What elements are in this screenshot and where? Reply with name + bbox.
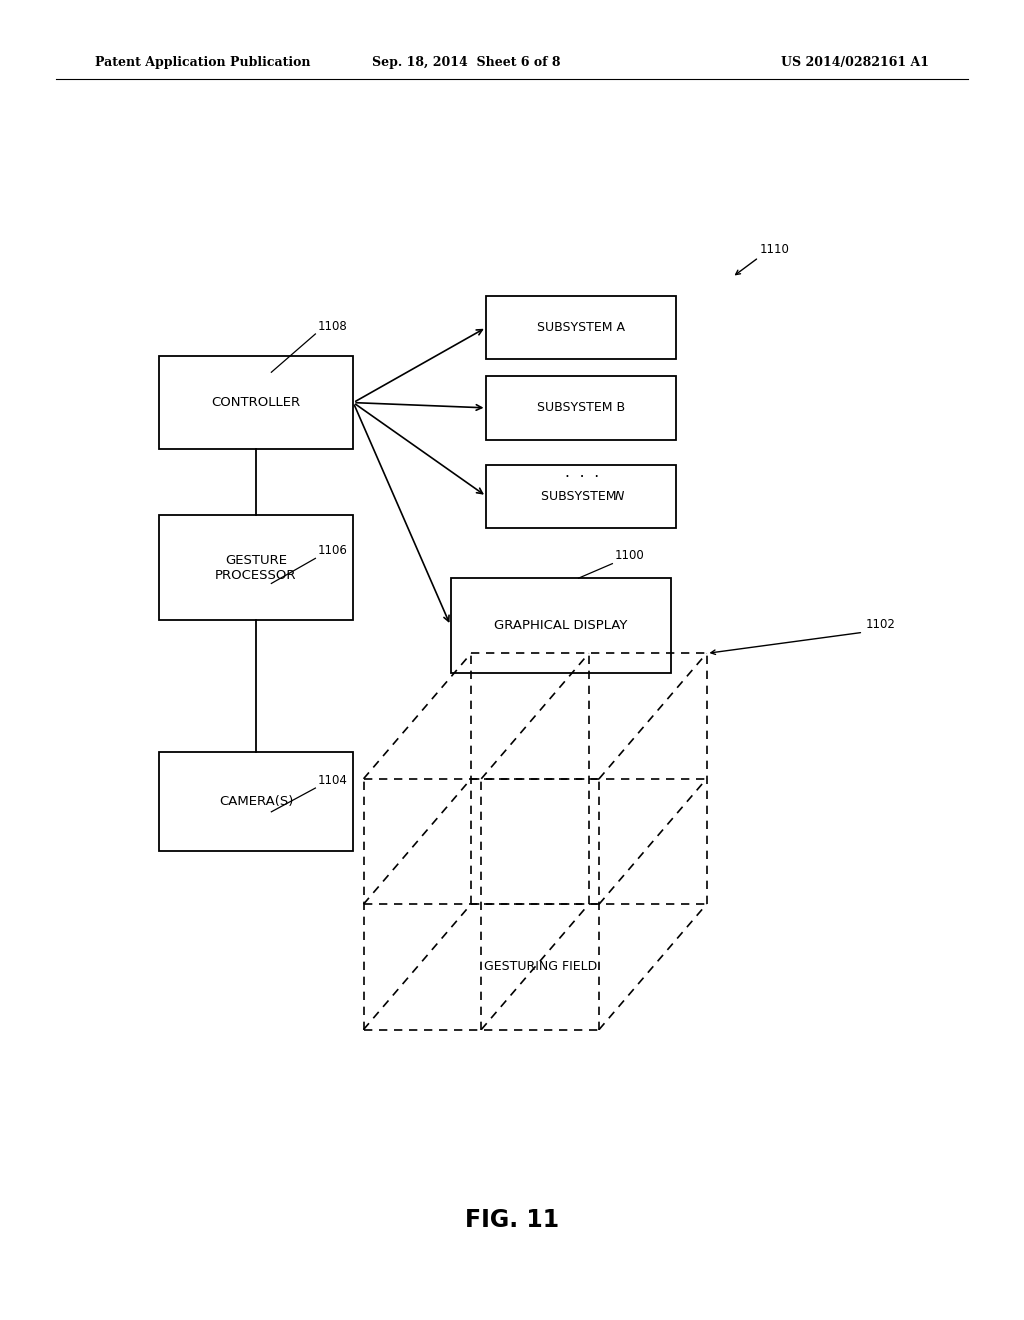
- Bar: [159, 356, 353, 449]
- Bar: [159, 515, 353, 620]
- Text: SUBSYSTEM: SUBSYSTEM: [542, 490, 621, 503]
- Bar: [159, 752, 353, 851]
- Text: CAMERA(S): CAMERA(S): [219, 796, 293, 808]
- Text: CONTROLLER: CONTROLLER: [211, 396, 301, 409]
- Text: SUBSYSTEM B: SUBSYSTEM B: [537, 401, 626, 414]
- Text: 1102: 1102: [865, 618, 895, 631]
- Text: GESTURE
PROCESSOR: GESTURE PROCESSOR: [215, 553, 297, 582]
- Text: FIG. 11: FIG. 11: [465, 1208, 559, 1232]
- Text: 1104: 1104: [317, 774, 347, 787]
- Bar: [486, 376, 676, 440]
- Bar: [451, 578, 671, 673]
- Text: GRAPHICAL DISPLAY: GRAPHICAL DISPLAY: [494, 619, 628, 632]
- Text: 1108: 1108: [317, 319, 347, 333]
- Text: 1110: 1110: [760, 243, 790, 256]
- Text: US 2014/0282161 A1: US 2014/0282161 A1: [780, 55, 929, 69]
- Bar: [486, 296, 676, 359]
- Text: 1106: 1106: [317, 544, 347, 557]
- Text: Sep. 18, 2014  Sheet 6 of 8: Sep. 18, 2014 Sheet 6 of 8: [372, 55, 560, 69]
- Text: ·  ·  ·: · · ·: [564, 470, 599, 486]
- Text: 1100: 1100: [614, 549, 644, 562]
- Text: Patent Application Publication: Patent Application Publication: [95, 55, 310, 69]
- Text: N: N: [614, 490, 625, 503]
- Text: GESTURING FIELD: GESTURING FIELD: [483, 961, 597, 973]
- Bar: [486, 465, 676, 528]
- Text: SUBSYSTEM A: SUBSYSTEM A: [538, 321, 625, 334]
